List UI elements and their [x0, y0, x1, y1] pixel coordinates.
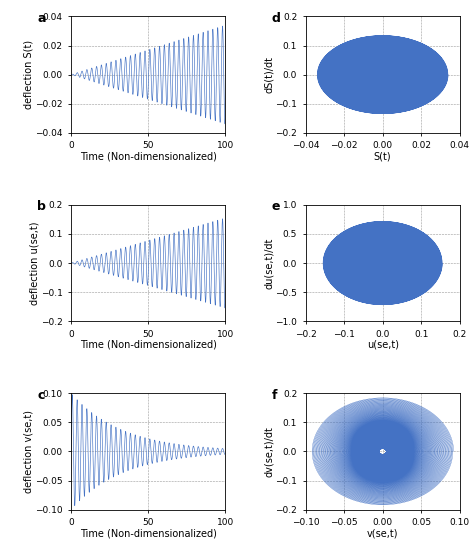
Y-axis label: deflection u(se,t): deflection u(se,t) — [29, 221, 39, 305]
Text: e: e — [272, 200, 280, 213]
Y-axis label: deflection S(t): deflection S(t) — [24, 40, 34, 109]
Text: d: d — [272, 12, 281, 25]
X-axis label: S(t): S(t) — [374, 151, 392, 162]
Y-axis label: deflection v(se,t): deflection v(se,t) — [24, 410, 34, 493]
Text: a: a — [37, 12, 46, 25]
X-axis label: v(se,t): v(se,t) — [367, 528, 399, 538]
Text: f: f — [272, 389, 277, 402]
Y-axis label: du(se,t)/dt: du(se,t)/dt — [264, 237, 274, 289]
X-axis label: Time (Non-dimensionalized): Time (Non-dimensionalized) — [80, 151, 217, 162]
Y-axis label: dS(t)/dt: dS(t)/dt — [264, 56, 274, 93]
Text: b: b — [37, 200, 46, 213]
X-axis label: Time (Non-dimensionalized): Time (Non-dimensionalized) — [80, 528, 217, 538]
Text: c: c — [37, 389, 45, 402]
Y-axis label: dv(se,t)/dt: dv(se,t)/dt — [264, 426, 274, 477]
X-axis label: Time (Non-dimensionalized): Time (Non-dimensionalized) — [80, 340, 217, 350]
X-axis label: u(se,t): u(se,t) — [367, 340, 399, 350]
